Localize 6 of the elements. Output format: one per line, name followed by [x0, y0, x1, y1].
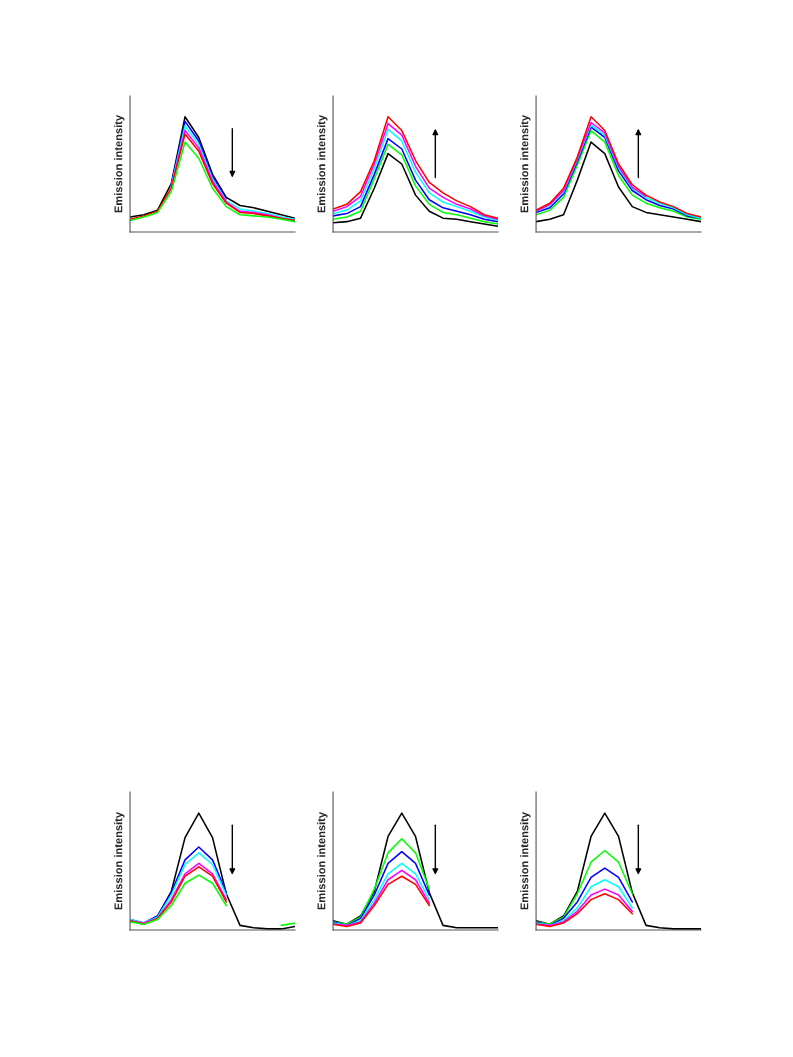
y-axis-title: Emission intensity — [520, 114, 531, 213]
y-axis-title: Emission intensity — [317, 114, 328, 213]
y-axis-title: Emission intensity — [114, 812, 125, 910]
y-axis-title: Emission intensity — [114, 114, 125, 213]
y-axis-title: Emission intensity — [520, 812, 531, 910]
y-axis-title: Emission intensity — [317, 812, 328, 910]
